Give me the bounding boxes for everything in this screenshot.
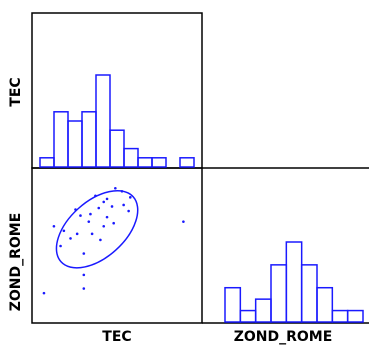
scatter-point — [42, 291, 46, 295]
zond-rome-histogram-bar — [239, 309, 257, 323]
scatter-point — [89, 212, 92, 216]
scatter-point — [182, 220, 185, 223]
row-label-tec: TEC — [8, 77, 24, 106]
zond-rome-histogram-bar — [224, 286, 242, 323]
scatter-point — [79, 214, 82, 217]
zond-rome-histogram-bar — [300, 264, 318, 323]
tec-histogram-bar — [137, 157, 153, 168]
scatter-point — [102, 200, 106, 204]
tec-histogram-bar — [53, 111, 69, 168]
scatter-point — [105, 215, 109, 219]
scatter-point — [87, 220, 91, 223]
scatter-point — [52, 224, 56, 228]
panel-scatter — [31, 167, 203, 324]
scatter-point — [127, 209, 130, 213]
tec-histogram-bar — [39, 157, 55, 168]
panel-tec-histogram — [31, 12, 203, 169]
tec-histogram-bar — [81, 111, 97, 168]
tec-histogram-bar — [95, 74, 111, 168]
scatter-point — [97, 206, 101, 210]
tec-histogram-bar — [179, 157, 195, 168]
tec-histogram-bar — [109, 129, 125, 168]
scatter-point — [110, 205, 114, 208]
tec-histogram-bars — [39, 74, 195, 168]
column-label-tec: TEC — [102, 329, 131, 345]
scatter-point — [62, 229, 66, 233]
zond-rome-histogram-bar — [331, 309, 349, 323]
scatter-point — [122, 203, 125, 207]
scatter-point — [112, 221, 115, 225]
scatter-point — [82, 273, 86, 277]
zond-rome-histogram-bar — [316, 286, 334, 323]
scatter-point — [102, 224, 106, 228]
tec-histogram-bar — [151, 157, 167, 168]
zond-rome-histogram-bar — [254, 298, 272, 323]
scatter-point — [128, 196, 132, 199]
scatter-point — [114, 186, 117, 190]
scatter-point — [75, 232, 79, 236]
scatter-point — [69, 237, 72, 240]
confidence-ellipse — [55, 189, 139, 269]
scatter-point — [90, 232, 94, 236]
scatter-point — [99, 238, 102, 242]
tec-histogram-bar — [67, 120, 83, 168]
scatter-point — [82, 287, 86, 290]
scatter-point — [105, 197, 109, 201]
tec-histogram-bar — [123, 147, 139, 168]
scatter-point — [59, 244, 62, 248]
scatter-point — [82, 252, 86, 255]
row-label-zond-rome: ZOND_ROME — [8, 213, 24, 312]
zond-rome-histogram-bar — [346, 309, 364, 323]
zond-histogram-bars — [224, 241, 364, 323]
column-label-zond-rome: ZOND_ROME — [234, 329, 333, 345]
zond-rome-histogram-bar — [270, 264, 288, 323]
zond-rome-histogram-bar — [285, 241, 303, 323]
scatter-points — [42, 186, 185, 295]
